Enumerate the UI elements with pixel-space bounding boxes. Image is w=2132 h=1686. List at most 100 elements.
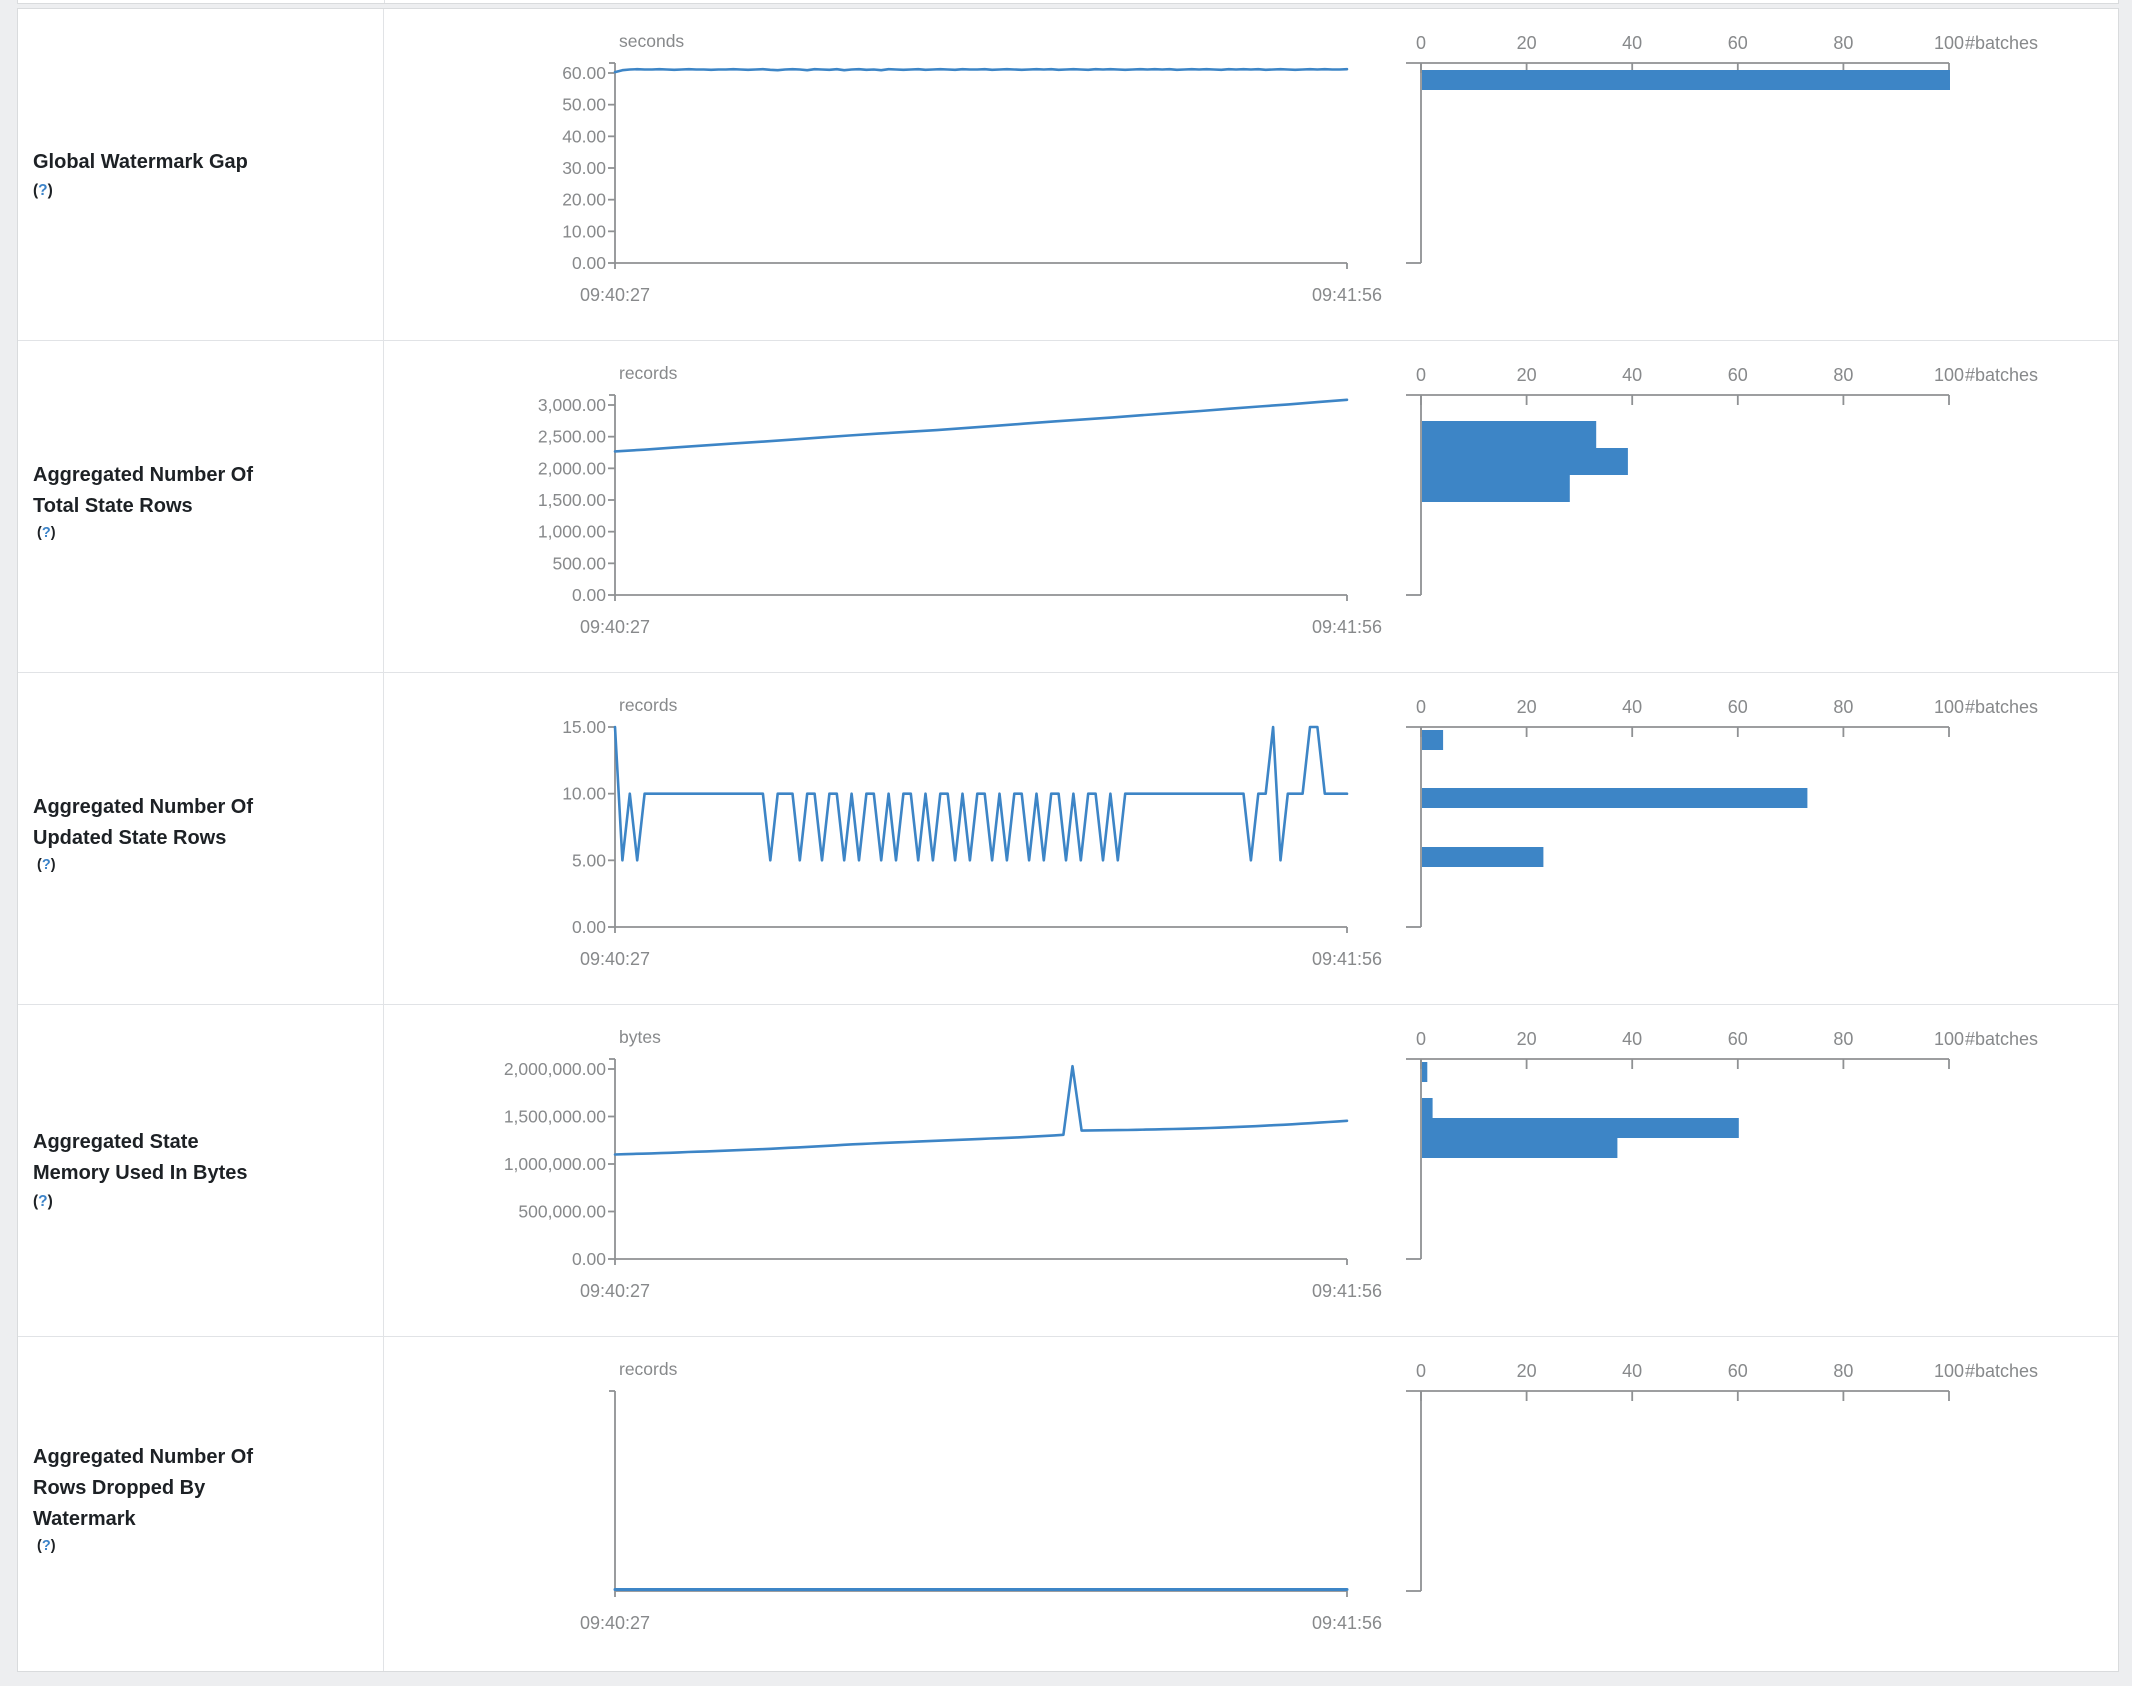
histogram-bar: [1422, 421, 1597, 448]
histogram-tick-label: 40: [1622, 33, 1642, 53]
metric-title-line: Memory Used In Bytes: [33, 1162, 248, 1184]
histogram-tick-label: 0: [1416, 1029, 1426, 1049]
x-axis-start-time: 09:40:27: [580, 285, 650, 305]
timeline-series-line: [613, 1064, 1349, 1156]
histogram-tick-label: 80: [1833, 697, 1853, 717]
metric-row-global-watermark-gap: Global Watermark Gap (?) seconds 60.00 50.00…: [18, 9, 2118, 341]
unit-label: records: [619, 695, 678, 715]
histogram-tick-label: 20: [1517, 33, 1537, 53]
histogram-tick-label: 20: [1517, 1029, 1537, 1049]
timeline-series-line: [613, 67, 1349, 74]
histogram-tick-label: 60: [1728, 1361, 1748, 1381]
help-link[interactable]: (?): [33, 1193, 53, 1210]
histogram-tick-label: 100: [1934, 1029, 1964, 1049]
y-axis-tick-label: 500,000.00: [518, 1202, 606, 1222]
metric-title-line: Global Watermark Gap: [33, 150, 248, 173]
histogram-tick-label: 80: [1833, 1029, 1853, 1049]
histogram-tick-label: 20: [1517, 1361, 1537, 1381]
x-axis-end-time: 09:41:56: [1312, 285, 1382, 305]
metric-title: Global Watermark Gap: [33, 147, 365, 178]
metric-chart-cell: records 15.00 10.00 5.00 0.00 09:40:27 09:41:5…: [384, 673, 2118, 1004]
histogram-tick-label: 0: [1416, 697, 1426, 717]
x-axis-start-time: 09:40:27: [580, 1613, 650, 1633]
histogram-tick-label: 100: [1934, 365, 1964, 385]
metric-title: Aggregated Number Of Rows Dropped By Water…: [33, 1442, 365, 1566]
histogram-bar: [1422, 1098, 1433, 1118]
histogram-tick-label: 80: [1833, 1361, 1853, 1381]
histogram-tick-label: 100: [1934, 33, 1964, 53]
metric-title-line: Watermark: [33, 1508, 136, 1530]
y-axis-tick-label: 3,000.00: [538, 395, 606, 415]
histogram-tick-label: 0: [1416, 33, 1426, 53]
x-axis-start-time: 09:40:27: [580, 949, 650, 969]
histogram-axis-label: #batches: [1965, 1361, 2038, 1381]
x-axis-start-time: 09:40:27: [580, 1281, 650, 1301]
metric-label-cell: Aggregated Number Of Updated State Rows (?…: [18, 673, 384, 1004]
y-axis-tick-label: 2,000,000.00: [504, 1059, 606, 1079]
metric-title-line: Updated State Rows: [33, 827, 227, 849]
x-axis-end-time: 09:41:56: [1312, 617, 1382, 637]
histogram-bar: [1422, 730, 1444, 750]
help-question-mark: ?: [38, 181, 48, 199]
metric-chart-cell: seconds 60.00 50.00 40.00 30.00 20.00 10.00 0.0…: [384, 9, 2118, 340]
histogram-bar: [1422, 70, 1950, 90]
metric-row-aggregated-state-memory-used-in-bytes: Aggregated State Memory Used In Bytes (?) b…: [18, 1005, 2118, 1337]
x-axis-end-time: 09:41:56: [1312, 1613, 1382, 1633]
histogram-tick-label: 80: [1833, 33, 1853, 53]
metric-label-cell: Aggregated Number Of Rows Dropped By Water…: [18, 1337, 384, 1671]
timeline-and-histogram-chart: records 3,000.00 2,500.00 2,000.00 1,500.00 1…: [538, 363, 2038, 637]
histogram-tick-label: 40: [1622, 1029, 1642, 1049]
metric-chart-cell: records 09:40:27 09:41:56 0 20 40 60 80 100 #batc…: [384, 1337, 2118, 1671]
histogram-tick-label: 60: [1728, 365, 1748, 385]
y-axis-tick-label: 30.00: [562, 158, 606, 178]
y-axis-tick-label: 40.00: [562, 126, 606, 146]
metric-label-cell: Aggregated Number Of Total State Rows (?): [18, 341, 384, 672]
metric-row-aggregated-number-of-total-state-rows: Aggregated Number Of Total State Rows (?) r…: [18, 341, 2118, 673]
metric-title-line: Aggregated Number Of: [33, 796, 254, 818]
metric-row-aggregated-number-of-updated-state-rows: Aggregated Number Of Updated State Rows (?…: [18, 673, 2118, 1005]
help-link[interactable]: (?): [37, 525, 56, 541]
unit-label: records: [619, 363, 678, 383]
timeline-and-histogram-chart: records 15.00 10.00 5.00 0.00 09:40:27 09:41:5…: [562, 695, 2038, 969]
unit-label: seconds: [619, 31, 684, 51]
histogram-tick-label: 40: [1622, 1361, 1642, 1381]
y-axis-tick-label: 1,500.00: [538, 490, 606, 510]
histogram-tick-label: 60: [1728, 697, 1748, 717]
help-link[interactable]: (?): [37, 857, 56, 873]
histogram-axis-label: #batches: [1965, 33, 2038, 53]
timeline-and-histogram-chart: seconds 60.00 50.00 40.00 30.00 20.00 10.00 0.0…: [562, 31, 2038, 305]
histogram-bar: [1422, 1138, 1618, 1158]
histogram-tick-label: 20: [1517, 365, 1537, 385]
metric-title-line: Aggregated Number Of: [33, 464, 254, 486]
y-axis-tick-label: 2,000.00: [538, 458, 606, 478]
help-link[interactable]: (?): [33, 181, 53, 199]
histogram-tick-label: 80: [1833, 365, 1853, 385]
y-axis-tick-label: 1,000.00: [538, 522, 606, 542]
help-link[interactable]: (?): [37, 1538, 56, 1554]
y-axis-tick-label: 0.00: [572, 585, 606, 605]
timeline-and-histogram-chart: bytes 2,000,000.00 1,500,000.00 1,000,000.0…: [504, 1027, 2038, 1301]
y-axis-tick-label: 1,500,000.00: [504, 1107, 606, 1127]
y-axis-tick-label: 60.00: [562, 63, 606, 83]
y-axis-tick-label: 50.00: [562, 95, 606, 115]
histogram-tick-label: 60: [1728, 33, 1748, 53]
histogram-tick-label: 0: [1416, 365, 1426, 385]
metric-title: Aggregated State Memory Used In Bytes: [33, 1127, 365, 1189]
y-axis-tick-label: 500.00: [552, 553, 606, 573]
y-axis-tick-label: 10.00: [562, 221, 606, 241]
y-axis-tick-label: 10.00: [562, 784, 606, 804]
metric-title: Aggregated Number Of Total State Rows (?): [33, 460, 365, 553]
timeline-and-histogram-chart: records 09:40:27 09:41:56 0 20 40 60 80 100 #batc…: [580, 1359, 2038, 1633]
help-question-mark: ?: [41, 857, 51, 873]
metric-label-cell: Aggregated State Memory Used In Bytes (?): [18, 1005, 384, 1336]
histogram-axis-label: #batches: [1965, 1029, 2038, 1049]
help-question-mark: ?: [38, 1193, 48, 1210]
y-axis-tick-label: 2,500.00: [538, 427, 606, 447]
metric-title: Aggregated Number Of Updated State Rows (?…: [33, 792, 365, 885]
x-axis-end-time: 09:41:56: [1312, 1281, 1382, 1301]
unit-label: records: [619, 1359, 678, 1379]
metric-chart-cell: records 3,000.00 2,500.00 2,000.00 1,500.00 1…: [384, 341, 2118, 672]
histogram-bar: [1422, 847, 1544, 867]
metric-row-aggregated-number-of-rows-dropped-by-watermark: Aggregated Number Of Rows Dropped By Water…: [18, 1337, 2118, 1671]
histogram-bar: [1422, 788, 1808, 808]
